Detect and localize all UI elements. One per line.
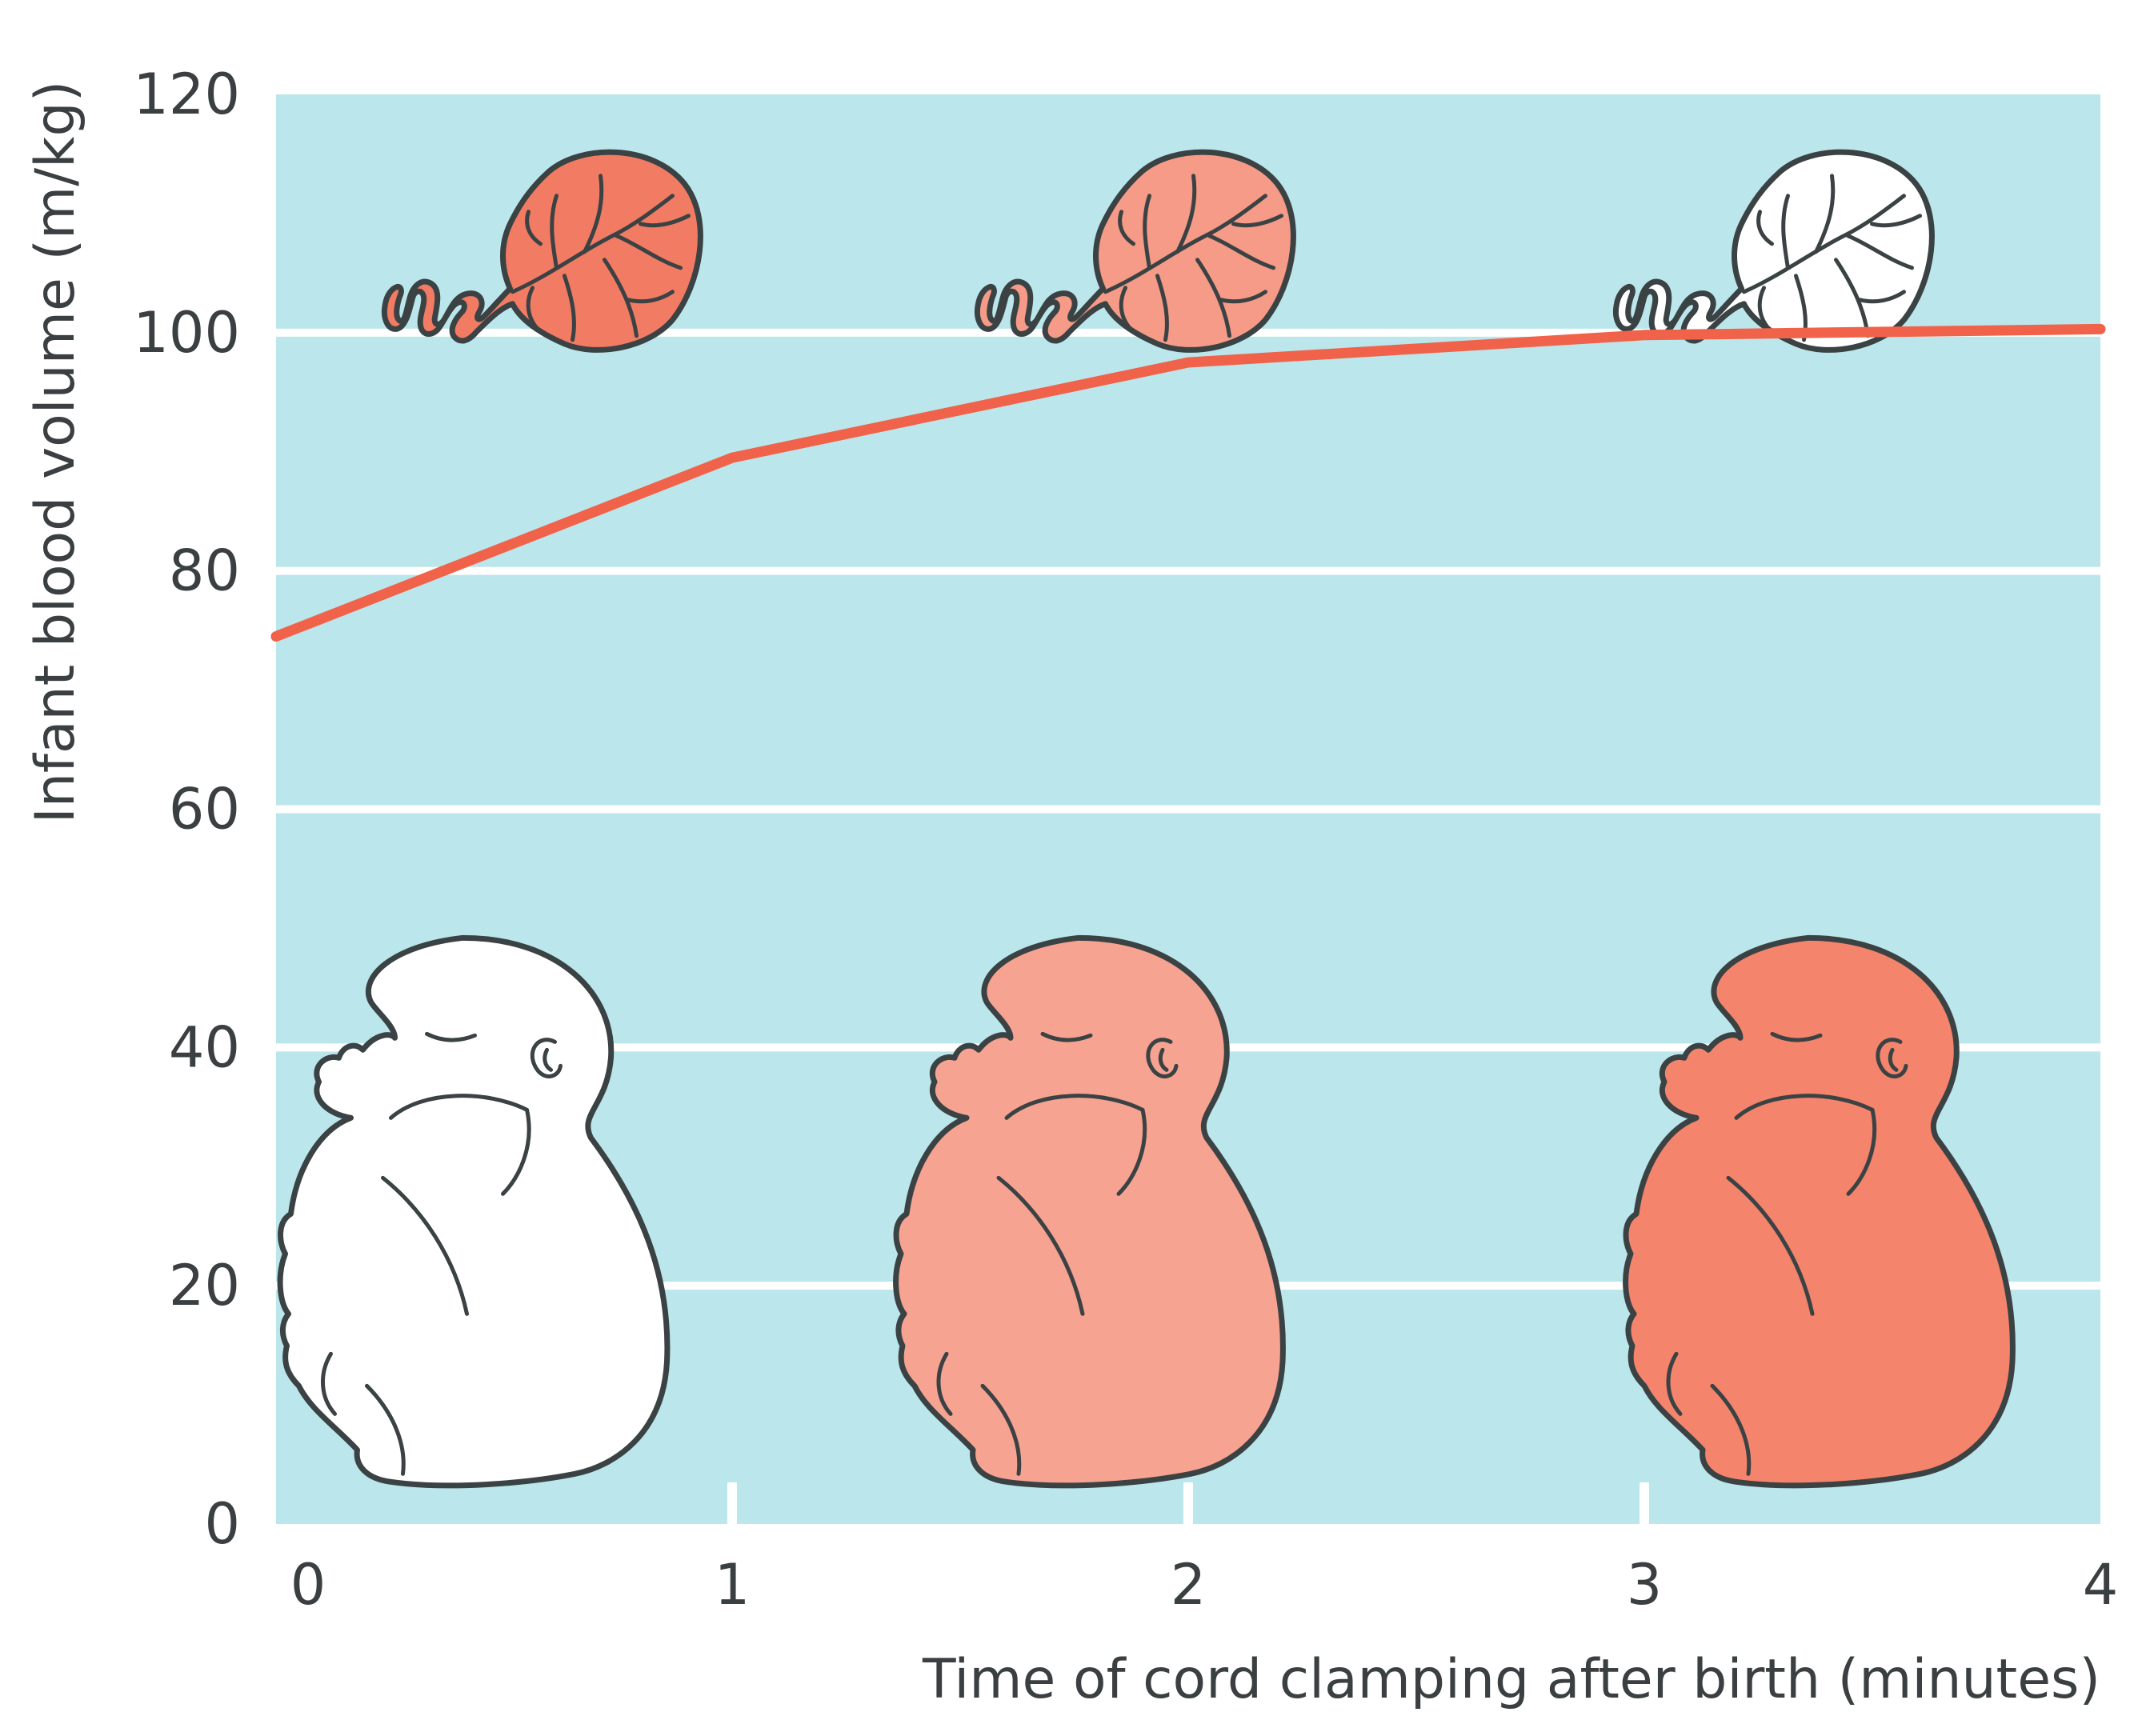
y-tick-label: 80 xyxy=(169,538,240,604)
y-tick-label: 20 xyxy=(169,1253,240,1318)
x-tick-marks xyxy=(727,1482,1649,1524)
series-layer xyxy=(270,323,2106,642)
x-tick-label: 0 xyxy=(290,1552,326,1618)
series-line xyxy=(270,323,2106,642)
x-tick-labels: 0 1 2 3 4 xyxy=(290,1552,2119,1618)
y-tick-label: 0 xyxy=(204,1491,240,1557)
x-axis-title: Time of cord clamping after birth (minut… xyxy=(922,1648,2100,1711)
y-tick-label: 60 xyxy=(169,777,240,842)
y-tick-label: 40 xyxy=(169,1014,240,1080)
x-tick-label: 3 xyxy=(1627,1552,1663,1618)
y-axis-title: Infant blood volume (m/kg) xyxy=(24,81,87,823)
x-tick-label: 2 xyxy=(1171,1552,1207,1618)
y-tick-label: 100 xyxy=(133,300,240,366)
y-tick-labels: 0 20 40 60 80 100 120 xyxy=(133,62,240,1557)
x-tick-label: 1 xyxy=(715,1552,751,1618)
y-tick-label: 120 xyxy=(133,62,240,127)
x-tick-label: 4 xyxy=(2083,1552,2119,1618)
